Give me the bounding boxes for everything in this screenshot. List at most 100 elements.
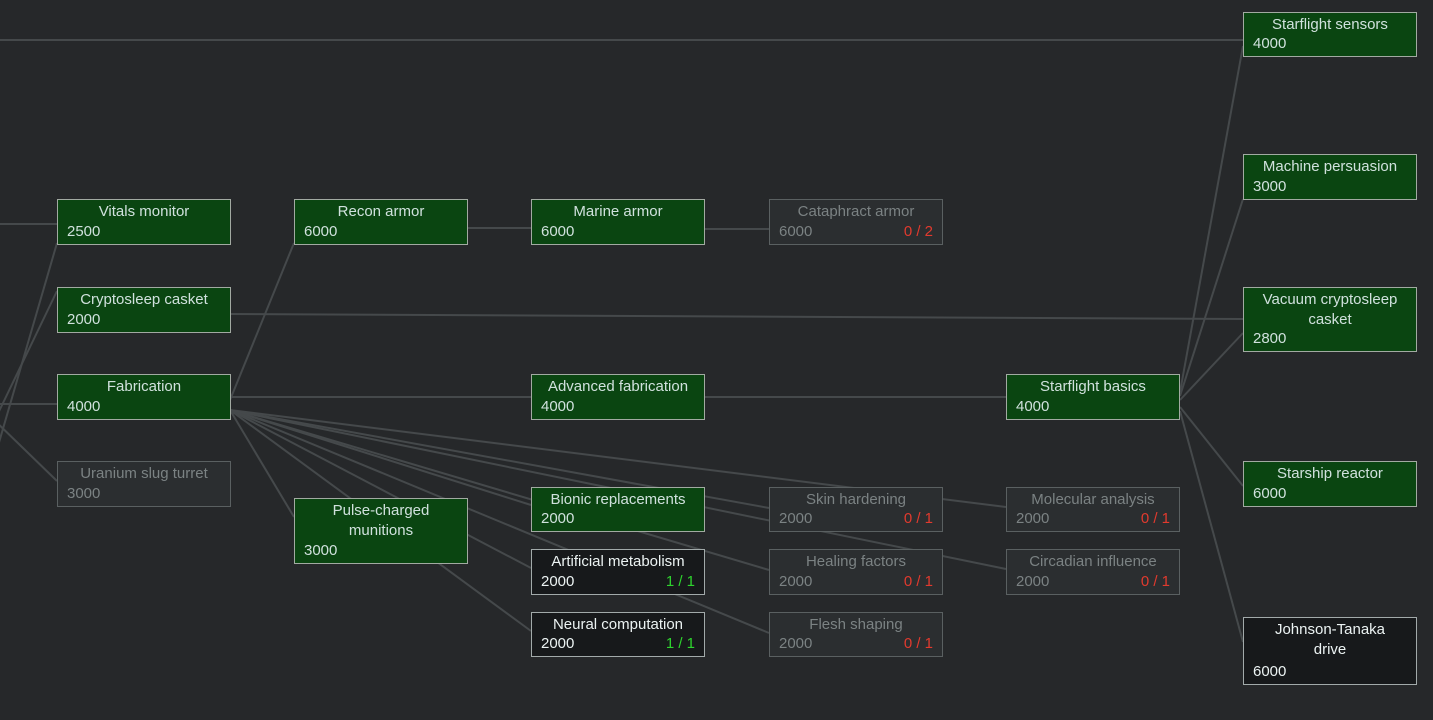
research-node-label-line2: drive: [1313, 641, 1347, 658]
research-cost: 3000: [1253, 178, 1287, 195]
research-node-neural-computation[interactable]: Neural computation 2000 1 / 1: [531, 612, 705, 657]
research-node-skin-hardening[interactable]: Skin hardening 2000 0 / 1: [769, 487, 943, 532]
research-node-cost-row: 6000: [1253, 484, 1407, 504]
techprint-counter: 0 / 1: [903, 510, 933, 527]
research-node-circadian-influence[interactable]: Circadian influence 2000 0 / 1: [1006, 549, 1180, 595]
research-node-bionic-replacements[interactable]: Bionic replacements 2000: [531, 487, 705, 532]
research-cost: 2000: [779, 573, 813, 590]
research-cost: 2000: [1016, 510, 1050, 527]
research-node-molecular-analysis[interactable]: Molecular analysis 2000 0 / 1: [1006, 487, 1180, 532]
research-node-label: Cataphract armor: [797, 203, 915, 220]
research-node-fabrication[interactable]: Fabrication 4000: [57, 374, 231, 420]
research-cost: 2000: [541, 635, 575, 652]
research-node-label: Johnson-Tanaka: [1274, 621, 1386, 638]
techprint-counter: 0 / 1: [903, 635, 933, 652]
research-node-vacuum-cryptosleep-casket[interactable]: Vacuum cryptosleep casket 2800: [1243, 287, 1417, 352]
research-node-label: Starflight sensors: [1272, 16, 1388, 33]
prereq-edge-starflight-basics-to-starflight-sensors: [1179, 45, 1244, 393]
research-node-cryptosleep-casket[interactable]: Cryptosleep casket 2000: [57, 287, 231, 333]
research-cost: 4000: [1253, 35, 1287, 52]
research-node-pulse-charged-munitions[interactable]: Pulse-charged munitions 3000: [294, 498, 468, 564]
research-node-cost-row: 6000: [1253, 662, 1407, 682]
research-node-label: Healing factors: [805, 553, 907, 570]
prereq-edge-fabrication-to-flesh-shaping: [229, 409, 770, 634]
research-node-label: Neural computation: [552, 616, 684, 633]
research-node-machine-persuasion[interactable]: Machine persuasion 3000: [1243, 154, 1417, 200]
research-node-label: Machine persuasion: [1262, 158, 1398, 175]
research-cost: 2000: [779, 510, 813, 527]
research-node-label: Skin hardening: [805, 491, 907, 508]
research-node-cost-row: 2000 0 / 1: [1016, 572, 1170, 592]
research-cost: 6000: [1253, 485, 1287, 502]
research-node-label: Bionic replacements: [550, 491, 686, 508]
research-node-label: Uranium slug turret: [80, 465, 208, 482]
techprint-counter: 0 / 1: [1140, 573, 1170, 590]
research-node-cost-row: 2000 0 / 1: [779, 634, 933, 654]
research-node-cost-row: 3000: [67, 484, 221, 504]
research-node-label: Advanced fabrication: [547, 378, 689, 395]
research-node-starship-reactor[interactable]: Starship reactor 6000: [1243, 461, 1417, 507]
research-node-label: Molecular analysis: [1031, 491, 1155, 508]
research-node-label: Pulse-charged: [332, 502, 430, 519]
research-node-cataphract-armor[interactable]: Cataphract armor 6000 0 / 2: [769, 199, 943, 245]
research-node-label: Starship reactor: [1277, 465, 1383, 482]
research-node-cost-row: 4000: [541, 397, 695, 417]
research-node-flesh-shaping[interactable]: Flesh shaping 2000 0 / 1: [769, 612, 943, 657]
research-node-cost-row: 3000: [1253, 177, 1407, 197]
research-node-starflight-sensors[interactable]: Starflight sensors 4000: [1243, 12, 1417, 57]
research-node-starflight-basics[interactable]: Starflight basics 4000: [1006, 374, 1180, 420]
research-node-label: Flesh shaping: [809, 616, 903, 633]
prereq-edge-fabrication-to-recon-armor: [229, 242, 295, 401]
research-cost: 4000: [67, 398, 101, 415]
research-node-cost-row: 3000: [304, 541, 458, 561]
research-cost: 6000: [779, 223, 813, 240]
research-node-cost-row: 4000: [1016, 397, 1170, 417]
research-node-advanced-fabrication[interactable]: Advanced fabrication 4000: [531, 374, 705, 420]
prereq-edge-fabrication-to-pulse-charged-munitions: [229, 409, 295, 518]
research-node-marine-armor[interactable]: Marine armor 6000: [531, 199, 705, 245]
research-node-label: Vitals monitor: [98, 203, 190, 220]
research-node-artificial-metabolism[interactable]: Artificial metabolism 2000 1 / 1: [531, 549, 705, 595]
research-cost: 2000: [541, 510, 575, 527]
research-node-label-line2: casket: [1308, 311, 1352, 328]
prereq-edge-starflight-basics-to-vacuum-cryptosleep-casket: [1179, 332, 1244, 401]
prereq-edge-cryptosleep-casket-to-vacuum-cryptosleep-casket: [229, 313, 1244, 320]
research-cost: 4000: [1016, 398, 1050, 415]
research-cost: 6000: [1253, 663, 1287, 680]
research-node-uranium-slug-turret[interactable]: Uranium slug turret 3000: [57, 461, 231, 507]
prereq-edge-offscreen-left-to-cryptosleep-casket: [0, 290, 58, 412]
research-cost: 2500: [67, 223, 101, 240]
research-node-healing-factors[interactable]: Healing factors 2000 0 / 1: [769, 549, 943, 595]
research-node-cost-row: 2000 0 / 1: [1016, 509, 1170, 529]
research-node-label: Vacuum cryptosleep: [1262, 291, 1398, 308]
research-node-recon-armor[interactable]: Recon armor 6000: [294, 199, 468, 245]
research-node-cost-row: 4000: [1253, 34, 1407, 54]
research-node-cost-row: 2800: [1253, 329, 1407, 349]
research-node-cost-row: 2000 0 / 1: [779, 509, 933, 529]
research-cost: 2800: [1253, 330, 1287, 347]
research-cost: 3000: [304, 542, 338, 559]
research-node-cost-row: 6000: [304, 222, 458, 242]
research-node-johnson-tanaka-drive[interactable]: Johnson-Tanaka drive 6000: [1243, 617, 1417, 685]
techprint-counter: 0 / 1: [903, 573, 933, 590]
research-node-cost-row: 2000 1 / 1: [541, 634, 695, 654]
research-node-cost-row: 2000 0 / 1: [779, 572, 933, 592]
research-node-cost-row: 6000 0 / 2: [779, 222, 933, 242]
research-node-label: Circadian influence: [1029, 553, 1157, 570]
research-cost: 2000: [541, 573, 575, 590]
research-cost: 2000: [1016, 573, 1050, 590]
prereq-edge-fabrication-to-artificial-metabolism: [229, 409, 532, 569]
techprint-counter: 1 / 1: [665, 635, 695, 652]
research-node-cost-row: 6000: [541, 222, 695, 242]
research-cost: 6000: [304, 223, 338, 240]
prereq-edge-fabrication-to-healing-factors: [229, 409, 770, 571]
research-node-cost-row: 2000: [541, 509, 695, 529]
research-node-vitals-monitor[interactable]: Vitals monitor 2500: [57, 199, 231, 245]
research-node-cost-row: 2000: [67, 310, 221, 330]
techprint-counter: 1 / 1: [665, 573, 695, 590]
techprint-counter: 0 / 1: [1140, 510, 1170, 527]
prereq-edge-starflight-basics-to-johnson-tanaka-drive: [1179, 410, 1244, 643]
